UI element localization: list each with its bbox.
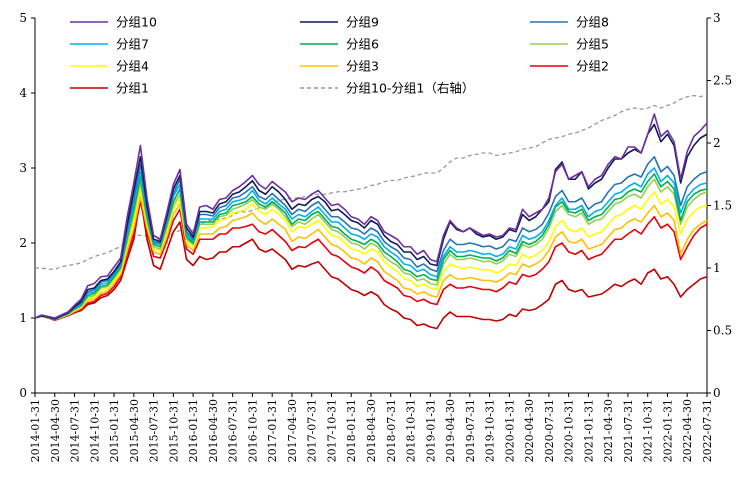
x-tick-label: 2014-07-31: [69, 399, 82, 462]
x-tick-label: 2021-01-31: [582, 399, 595, 462]
y-tick-label-right: 3: [713, 11, 721, 25]
legend-label: 分组10: [116, 15, 157, 30]
y-tick-label-right: 0.5: [713, 324, 732, 338]
y-tick-label-left: 2: [19, 236, 27, 250]
series-line: [34, 195, 708, 321]
series-line: [34, 195, 708, 330]
y-tick-label-right: 2.5: [713, 74, 732, 88]
x-tick-label: 2015-01-31: [108, 399, 121, 462]
x-tick-label: 2018-07-31: [385, 399, 398, 462]
y-tick-label-right: 0: [713, 386, 721, 400]
legend-label: 分组6: [346, 37, 379, 52]
x-tick-label: 2022-07-31: [701, 399, 714, 462]
x-tick-label: 2017-04-30: [286, 399, 299, 462]
series-line: [34, 200, 708, 321]
series-layer: [34, 93, 708, 330]
y-tick-label-left: 0: [19, 386, 27, 400]
x-tick-label: 2019-04-30: [444, 399, 457, 462]
x-tick-label: 2016-04-30: [207, 399, 220, 462]
x-tick-label: 2021-07-31: [622, 399, 635, 462]
x-tick-label: 2016-01-31: [187, 399, 200, 462]
x-tick-label: 2022-04-30: [681, 399, 694, 462]
series-line: [34, 178, 708, 321]
x-tick-label: 2022-01-31: [661, 399, 674, 462]
x-tick-label: 2019-01-31: [424, 399, 437, 462]
x-tick-label: 2016-10-31: [246, 399, 259, 462]
y-tick-label-left: 5: [19, 11, 27, 25]
x-tick-label: 2020-10-31: [563, 399, 576, 462]
x-tick-label: 2021-10-31: [642, 399, 655, 462]
y-tick-label-right: 1.5: [713, 199, 732, 213]
x-tick-label: 2018-04-30: [365, 399, 378, 462]
x-tick-label: 2015-07-31: [148, 399, 161, 462]
axes: 0 1 2 3 4 5 0 0.5 1 1.5 2 2.5 3 2014-01-31 2014-04-30 2…: [19, 11, 732, 462]
x-tick-label: 2020-07-31: [543, 399, 556, 462]
x-tick-label: 2015-10-31: [167, 399, 180, 462]
legend-label: 分组5: [576, 37, 609, 52]
x-tick-label: 2019-07-31: [464, 399, 477, 462]
x-tick-label: 2018-01-31: [345, 399, 358, 462]
x-tick-label: 2017-07-31: [306, 399, 319, 462]
x-tick-label: 2018-10-31: [405, 399, 418, 462]
x-tick-label: 2019-10-31: [484, 399, 497, 462]
x-tick-label: 2014-10-31: [88, 399, 101, 462]
x-tick-label: 2015-04-30: [128, 399, 141, 462]
series-line: [34, 188, 708, 321]
x-tick-label: 2017-10-31: [325, 399, 338, 462]
x-tick-label: 2020-04-30: [523, 399, 536, 462]
legend-label: 分组9: [346, 15, 379, 30]
series-line: [34, 123, 708, 320]
legend-label: 分组8: [576, 15, 609, 30]
y-tick-label-left: 4: [19, 86, 27, 100]
y-tick-label-left: 3: [19, 161, 27, 175]
legend-label: 分组7: [116, 37, 149, 52]
legend-label: 分组3: [346, 59, 379, 74]
legend: 分组10 分组9 分组8 分组7 分组6 分组5 分组4 分组3 分组2 分组1 分组10-分组1（…: [70, 15, 609, 96]
y-tick-label-right: 1: [713, 261, 721, 275]
x-tick-label: 2021-04-30: [602, 399, 615, 462]
y-tick-label-left: 1: [19, 311, 27, 325]
legend-label: 分组10-分组1（右轴）: [346, 81, 474, 96]
x-tick-label: 2014-04-30: [49, 399, 62, 462]
y-tick-label-right: 2: [713, 136, 721, 150]
series-line: [34, 173, 708, 321]
x-tick-label: 2014-01-31: [29, 399, 42, 462]
x-tick-label: 2016-07-31: [227, 399, 240, 462]
legend-label: 分组4: [116, 59, 149, 74]
x-tick-label: 2020-01-31: [503, 399, 516, 462]
legend-label: 分组1: [116, 81, 149, 96]
x-tick-label: 2017-01-31: [266, 399, 279, 462]
series-line: [34, 113, 708, 319]
legend-label: 分组2: [576, 59, 609, 74]
